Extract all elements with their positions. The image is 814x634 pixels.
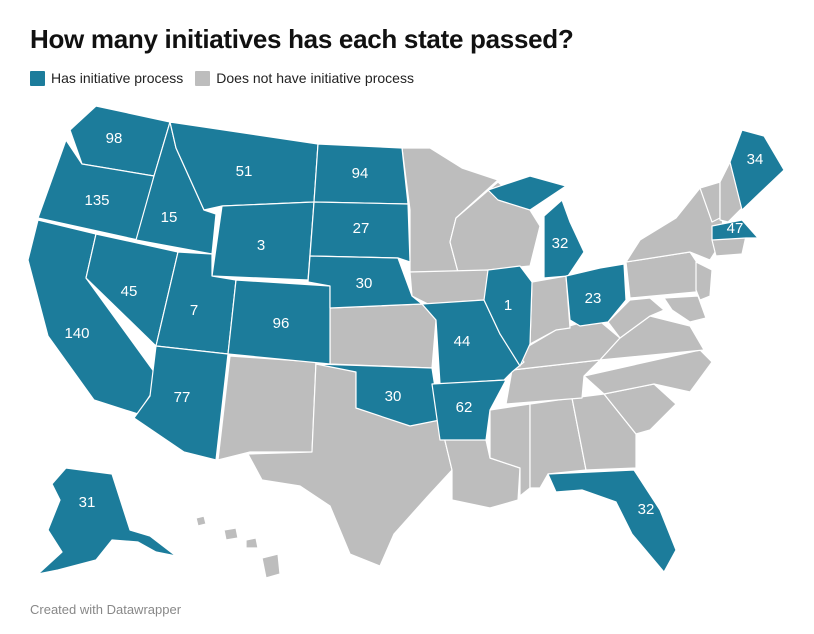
state-kansas [329, 303, 437, 369]
chart-title: How many initiatives has each state pass… [30, 24, 574, 54]
state-south-dakota [309, 201, 411, 263]
legend-item-initiative: Has initiative process [30, 70, 183, 86]
label-massachusetts: 47 [727, 220, 744, 237]
label-utah: 7 [190, 302, 198, 319]
state-new-mexico [217, 355, 317, 461]
label-california: 140 [64, 325, 89, 342]
state-arkansas [431, 379, 507, 441]
label-wyoming: 3 [257, 237, 265, 254]
state-virginia [599, 315, 705, 361]
state-georgia [571, 393, 637, 471]
legend: Has initiative process Does not have ini… [30, 70, 426, 86]
legend-swatch-no-initiative [195, 70, 211, 86]
state-ohio [565, 263, 627, 327]
no-initiative-states [195, 147, 747, 579]
state-florida [547, 469, 677, 573]
credit-text: Created with Datawrapper [30, 602, 182, 617]
label-oregon: 135 [84, 192, 109, 209]
state-louisiana [439, 419, 521, 509]
state-illinois [483, 265, 533, 367]
label-colorado: 96 [273, 315, 290, 332]
label-nebraska: 30 [356, 275, 373, 292]
legend-label-initiative: Has initiative process [51, 70, 184, 86]
label-arkansas: 62 [456, 399, 473, 416]
state-maine [729, 129, 785, 211]
state-massachusetts [711, 219, 759, 241]
state-new-jersey [695, 261, 713, 301]
label-missouri: 44 [454, 333, 471, 350]
label-washington: 98 [106, 130, 123, 147]
state-new-hampshire [719, 161, 743, 223]
label-south-dakota: 27 [353, 220, 370, 237]
label-arizona: 77 [174, 389, 191, 406]
initiative-states [27, 105, 785, 575]
state-nebraska [307, 255, 423, 309]
value-labels: 98 135 140 15 45 51 3 7 77 96 94 27 30 3… [64, 130, 763, 518]
state-alaska [37, 467, 177, 575]
label-florida: 32 [638, 501, 655, 518]
legend-swatch-initiative [30, 70, 45, 86]
state-hawaii [195, 515, 281, 579]
label-north-dakota: 94 [352, 165, 369, 182]
state-maryland-delaware [663, 295, 707, 323]
label-oklahoma: 30 [385, 388, 402, 405]
label-montana: 51 [236, 163, 253, 180]
state-oklahoma [315, 363, 441, 427]
label-idaho: 15 [161, 209, 178, 226]
state-west-virginia [607, 297, 665, 339]
label-maine: 34 [747, 151, 764, 168]
state-michigan [487, 175, 585, 279]
label-ohio: 23 [585, 290, 602, 307]
label-nevada: 45 [121, 283, 138, 300]
label-illinois: 1 [504, 297, 512, 314]
legend-label-no-initiative: Does not have initiative process [216, 70, 414, 86]
label-michigan: 32 [552, 235, 569, 252]
label-alaska: 31 [79, 494, 96, 511]
legend-item-no-initiative: Does not have initiative process [195, 70, 414, 86]
